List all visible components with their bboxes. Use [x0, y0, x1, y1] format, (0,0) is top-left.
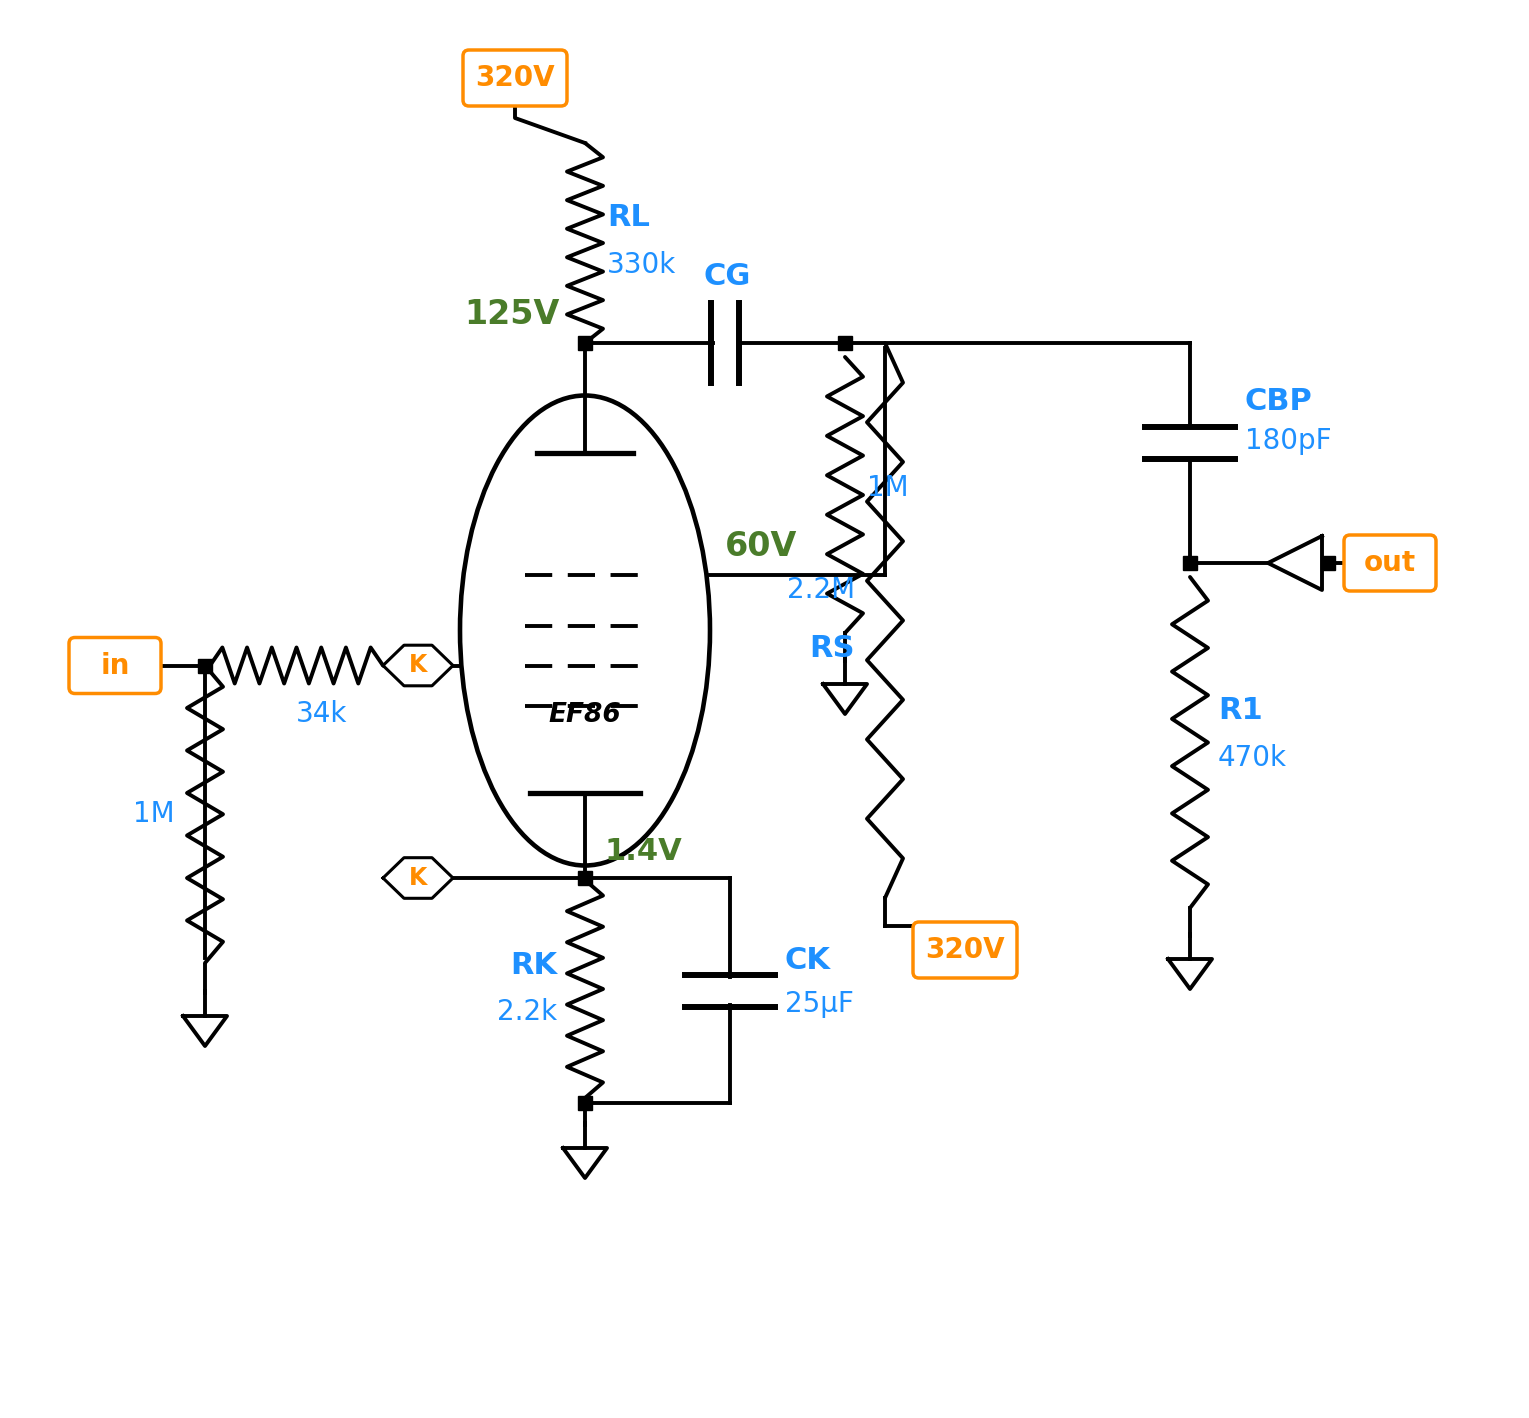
FancyBboxPatch shape — [463, 50, 567, 106]
Text: 320V: 320V — [476, 64, 555, 92]
Text: 320V: 320V — [925, 936, 1005, 964]
Text: 1M: 1M — [867, 474, 908, 502]
Polygon shape — [1268, 536, 1323, 590]
Bar — [1183, 556, 1197, 570]
Text: 60V: 60V — [725, 530, 798, 563]
Text: CK: CK — [784, 946, 830, 976]
Text: 34k: 34k — [295, 700, 347, 729]
Text: 180pF: 180pF — [1245, 427, 1332, 455]
Text: RL: RL — [607, 204, 650, 233]
Text: 470k: 470k — [1219, 743, 1287, 771]
Text: RS: RS — [809, 634, 855, 664]
Text: K: K — [408, 654, 427, 678]
Bar — [578, 1096, 592, 1110]
Text: 330k: 330k — [607, 251, 676, 279]
Text: 1M: 1M — [133, 800, 174, 828]
Text: in: in — [101, 651, 130, 679]
Text: RK: RK — [509, 951, 557, 980]
Text: 125V: 125V — [465, 298, 560, 330]
Text: out: out — [1364, 549, 1416, 577]
Text: 2.2k: 2.2k — [497, 998, 557, 1027]
Bar — [197, 658, 213, 672]
Text: CBP: CBP — [1245, 387, 1313, 415]
Text: R1: R1 — [1219, 696, 1263, 725]
FancyBboxPatch shape — [69, 638, 161, 693]
Polygon shape — [382, 858, 453, 898]
Text: CG: CG — [703, 262, 751, 291]
Text: 2.2M: 2.2M — [787, 577, 855, 604]
Bar — [578, 336, 592, 350]
Polygon shape — [382, 645, 453, 686]
Text: 1.4V: 1.4V — [605, 837, 683, 866]
Text: K: K — [408, 866, 427, 891]
Bar — [578, 871, 592, 885]
FancyBboxPatch shape — [1344, 535, 1436, 591]
Bar — [1321, 556, 1335, 570]
Text: 25μF: 25μF — [784, 991, 853, 1018]
Text: EF86: EF86 — [549, 702, 621, 729]
Bar — [838, 336, 852, 350]
FancyBboxPatch shape — [913, 922, 1017, 978]
